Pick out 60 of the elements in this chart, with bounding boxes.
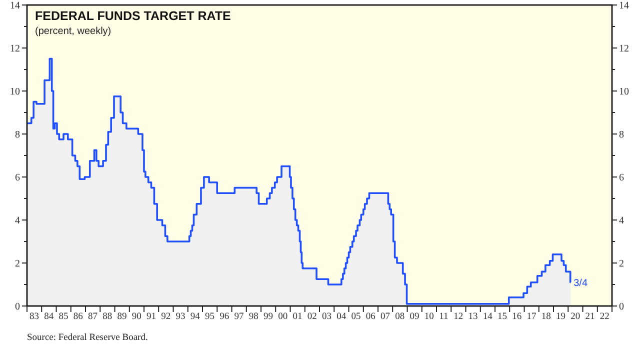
y2-tick-label: 8	[619, 130, 624, 140]
x-tick-label: 00	[278, 312, 288, 322]
x-tick-label: 14	[482, 312, 493, 322]
x-tick-label: 98	[248, 312, 259, 322]
x-tick-label: 04	[336, 312, 346, 322]
y2-tick-label: 2	[619, 258, 624, 270]
source-note: Source: Federal Reserve Board.	[27, 333, 148, 343]
text: (percent, weekly)	[35, 26, 112, 37]
x-tick-label: 97	[234, 312, 244, 322]
y2-tick-label: 14	[619, 0, 629, 12]
y-tick-label: 0	[15, 302, 20, 312]
annotation: 3/4	[574, 278, 588, 289]
x-tick-label: 18	[541, 312, 552, 322]
y-tick-label: 2	[15, 258, 20, 270]
x-tick-label: 22	[600, 312, 610, 322]
y-tick-label: 12	[10, 44, 20, 54]
x-tick-label: 89	[117, 312, 128, 322]
x-tick-label: 11	[439, 312, 449, 322]
x-tick-label: 02	[307, 312, 318, 322]
x-tick-label: 92	[161, 312, 171, 322]
x-tick-label: 08	[395, 312, 405, 322]
x-tick-label: 19	[556, 312, 566, 322]
x-tick-label: 09	[410, 312, 420, 322]
y2-tick-label: 12	[619, 44, 629, 54]
x-tick-label: 83	[29, 312, 40, 322]
x-tick-label: 87	[88, 312, 98, 322]
x-tick-label: 94	[190, 312, 200, 322]
x-tick-label: 84	[44, 312, 54, 322]
x-tick-label: 91	[146, 312, 156, 322]
x-tick-label: 96	[220, 312, 230, 322]
x-tick-label: 07	[380, 312, 390, 322]
chart-title: FEDERAL FUNDS TARGET RATE	[35, 9, 231, 23]
x-tick-label: 10	[424, 312, 434, 322]
y2-tick-label: 0	[619, 302, 624, 312]
x-tick-label: 13	[468, 312, 478, 322]
x-tick-label: 03	[322, 312, 332, 322]
x-tick-label: 01	[292, 312, 303, 322]
x-tick-label: 88	[102, 312, 112, 322]
x-tick-label: 16	[512, 312, 522, 322]
y-tick-label: 4	[15, 216, 20, 226]
x-tick-label: 06	[366, 312, 376, 322]
x-tick-label: 17	[526, 312, 537, 322]
x-tick-label: 90	[132, 312, 142, 322]
y-tick-label: 8	[15, 130, 20, 140]
x-tick-label: 85	[58, 312, 69, 322]
y-tick-label: 6	[15, 172, 20, 184]
y-tick-label: 14	[10, 0, 20, 12]
y2-tick-label: 4	[619, 216, 624, 226]
y2-tick-label: 10	[619, 86, 629, 98]
x-tick-label: 15	[497, 312, 508, 322]
x-tick-label: 99	[263, 312, 274, 322]
y-tick-label: 10	[10, 86, 20, 98]
x-tick-label: 20	[570, 312, 580, 322]
x-tick-label: 95	[204, 312, 215, 322]
x-tick-label: 86	[73, 312, 84, 322]
x-tick-label: 21	[585, 312, 596, 322]
x-tick-label: 05	[351, 312, 362, 322]
x-tick-label: 12	[454, 312, 464, 322]
y2-tick-label: 6	[619, 172, 624, 184]
x-tick-label: 93	[176, 312, 186, 322]
